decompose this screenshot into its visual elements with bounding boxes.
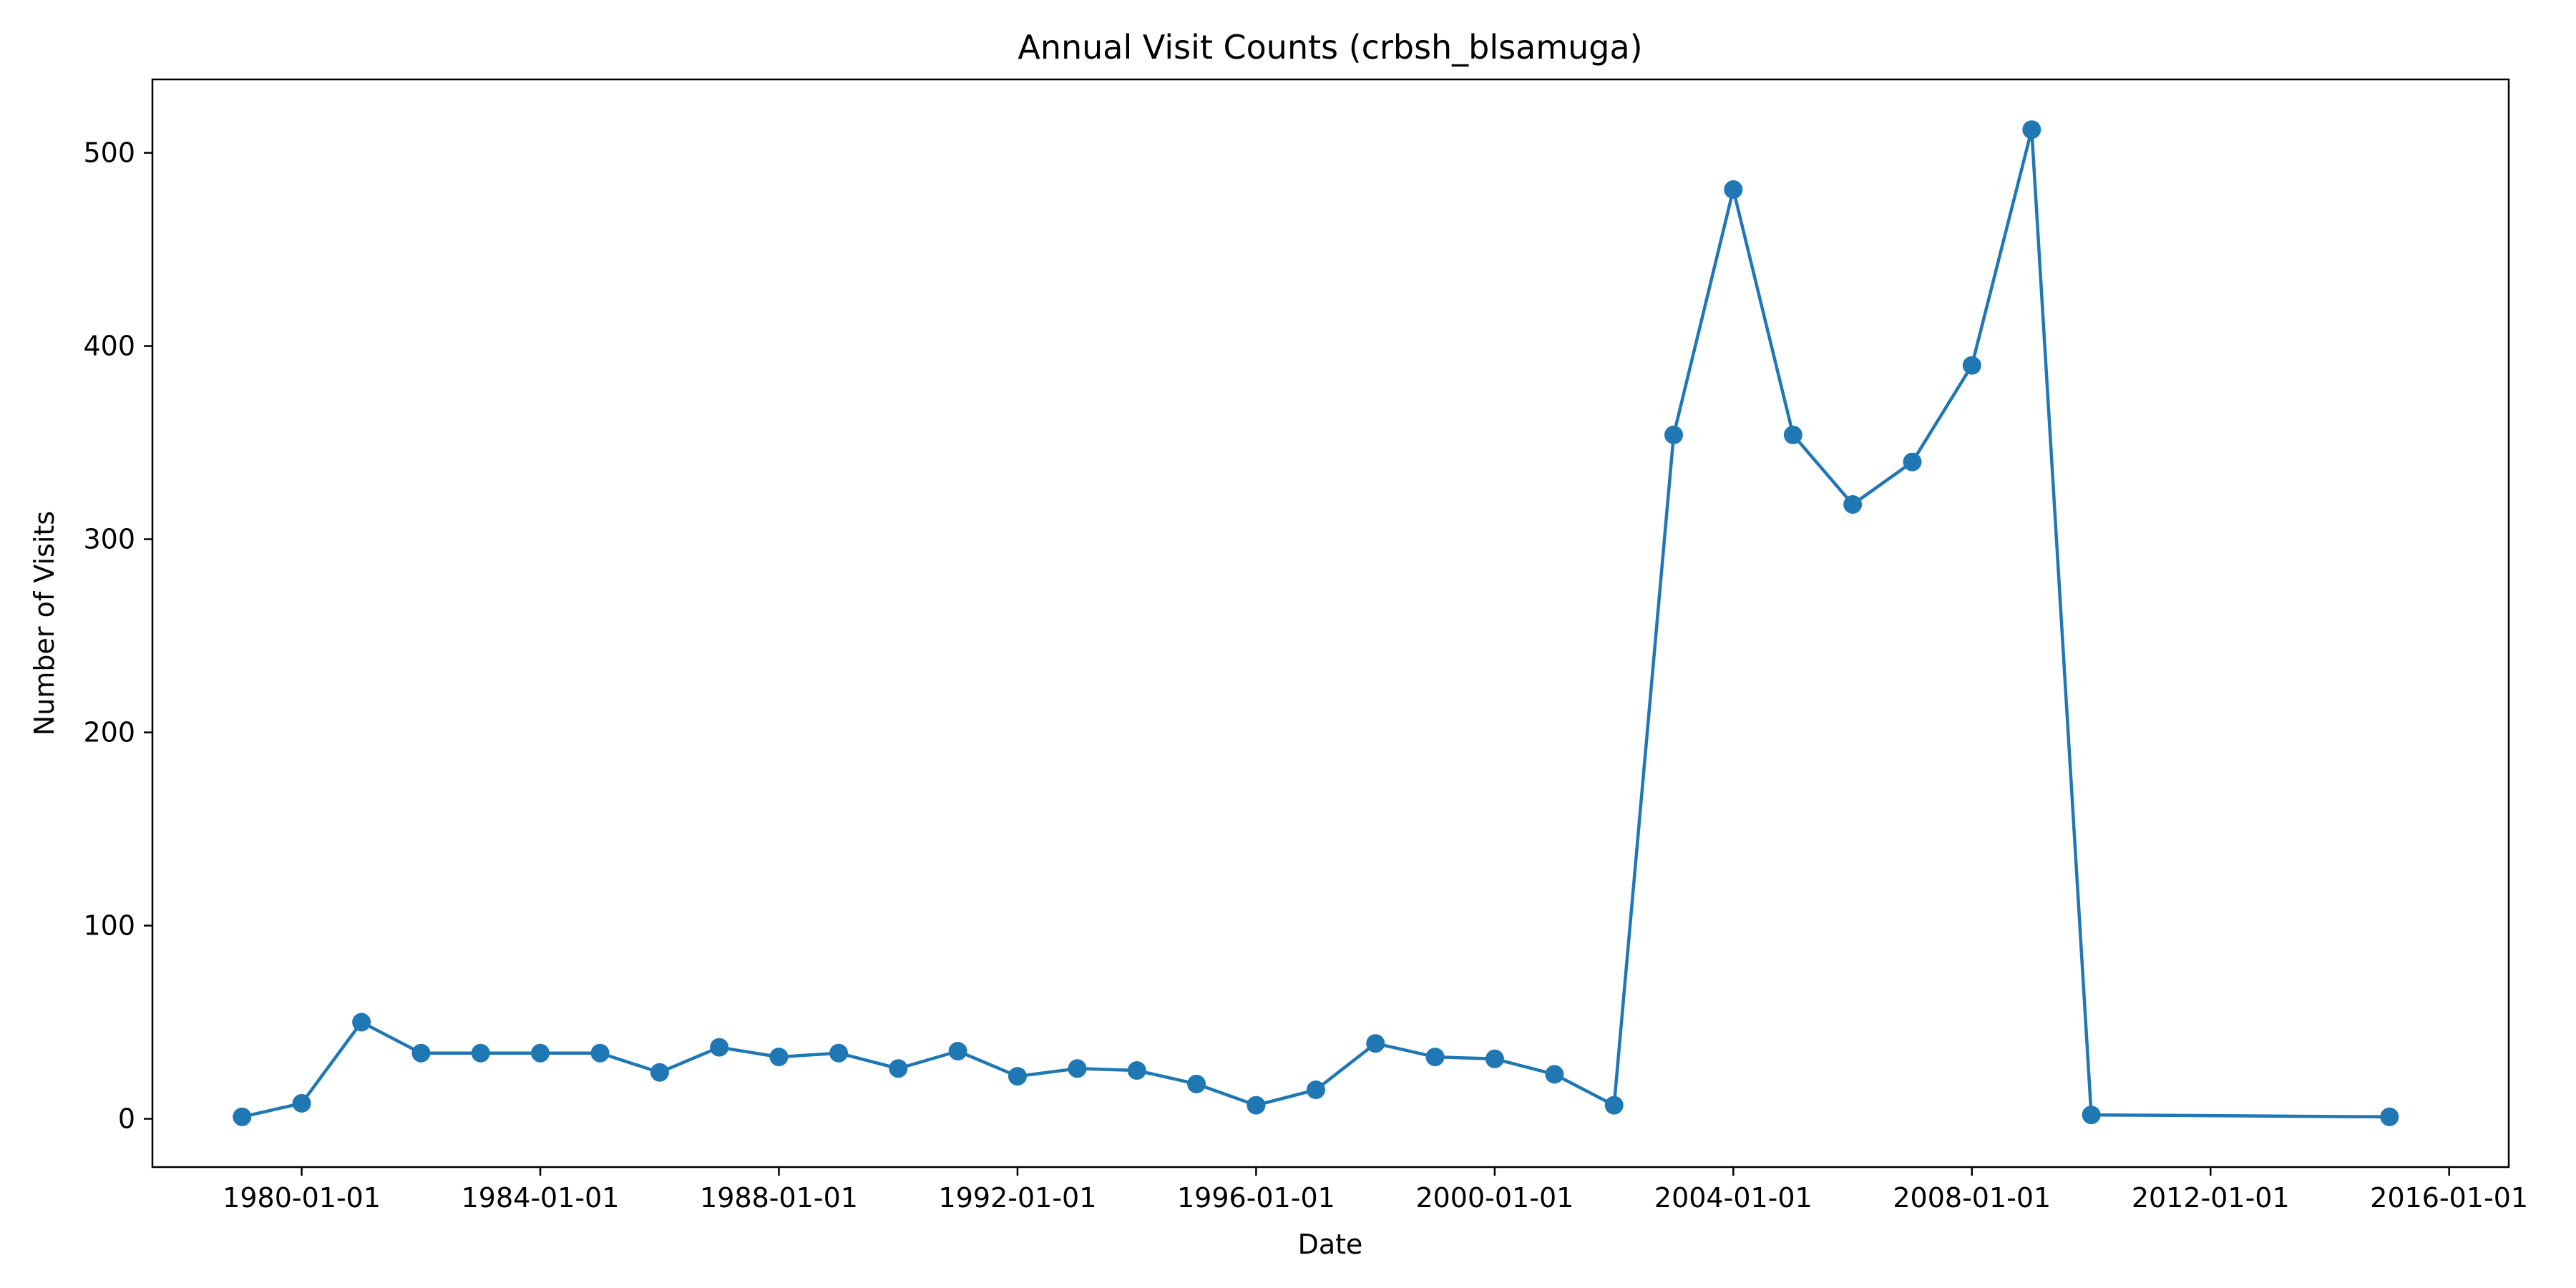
data-point [1366,1034,1385,1053]
x-tick-label: 1980-01-01 [223,1182,381,1214]
data-point [1425,1048,1445,1067]
x-tick-label: 2004-01-01 [1654,1182,1813,1214]
plot-frame [151,78,2510,1169]
axes: 1980-01-01 1984-01-01 1988-01-01 1992-01-01… [83,137,2528,1214]
data-point [1843,494,1863,514]
data-point [889,1059,908,1078]
data-point [471,1043,490,1063]
data-point [1664,425,1684,444]
data-point [829,1043,849,1063]
x-tick-label: 2008-01-01 [1893,1182,2051,1214]
x-tick-label: 1988-01-01 [700,1182,858,1214]
y-tick-label: 400 [83,331,135,362]
data-point [650,1063,669,1082]
data-point [948,1042,967,1061]
data-point [531,1043,550,1063]
y-tick-label: 0 [118,1103,135,1135]
x-tick-label: 1992-01-01 [939,1182,1097,1214]
data-point [1068,1059,1087,1078]
data-point [1187,1074,1206,1093]
x-tick-label: 1984-01-01 [462,1182,620,1214]
data-point [1127,1061,1146,1080]
x-tick-label: 1996-01-01 [1177,1182,1335,1214]
y-tick-label: 500 [83,137,135,169]
y-tick-label: 200 [83,717,135,748]
data-point [1903,452,1922,472]
data-point [411,1043,431,1063]
data-point [1604,1096,1624,1115]
x-tick-label: 2016-01-01 [2370,1182,2528,1214]
y-tick-label: 100 [83,910,135,942]
data-point [1724,180,1743,199]
data-point [1545,1065,1564,1084]
data-point [292,1093,311,1113]
data-point [2380,1107,2399,1126]
plot-area [233,120,2399,1126]
x-axis-label: Date [1298,1229,1363,1260]
y-tick-label: 300 [83,524,135,555]
data-point [1485,1049,1504,1068]
data-point [1008,1067,1027,1086]
x-tick-label: 2000-01-01 [1415,1182,1574,1214]
data-point [2082,1106,2101,1125]
data-point [352,1013,371,1032]
chart-title: Annual Visit Counts (crbsh_blsamuga) [1018,28,1642,67]
data-point [710,1038,729,1057]
data-point [1246,1096,1266,1115]
data-point [1783,425,1802,444]
data-point [2022,120,2041,140]
data-point [590,1043,610,1063]
data-point [1306,1080,1325,1100]
data-point [1962,356,1981,375]
y-axis-label: Number of Visits [29,511,60,736]
data-point [233,1107,252,1126]
x-tick-label: 2012-01-01 [2132,1182,2290,1214]
data-point [769,1048,789,1067]
